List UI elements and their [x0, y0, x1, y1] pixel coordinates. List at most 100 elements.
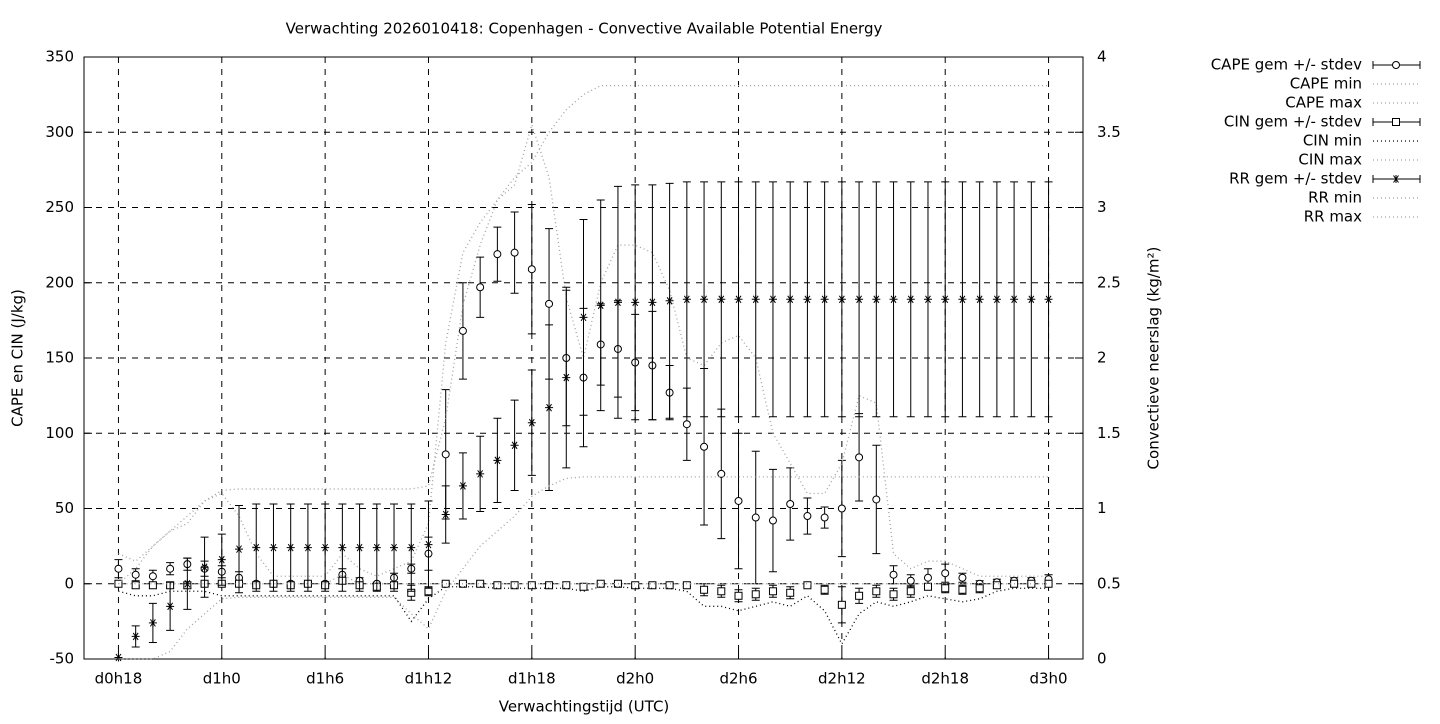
y2-tick-label: 2 — [1097, 349, 1107, 367]
legend-label: CAPE gem +/- stdev — [1211, 56, 1362, 74]
marker — [717, 469, 726, 478]
marker — [114, 653, 123, 662]
y2-tick-label: 0.5 — [1097, 574, 1121, 592]
y2-tick-label: 4 — [1097, 48, 1107, 66]
marker — [441, 510, 450, 519]
marker — [906, 587, 915, 596]
marker — [734, 591, 743, 600]
plot-frame — [83, 56, 1084, 660]
marker — [493, 456, 502, 465]
marker — [855, 453, 864, 462]
marker — [148, 618, 157, 627]
legend-label: RR min — [1308, 189, 1362, 207]
x-tick-label: d1h6 — [306, 670, 344, 688]
marker — [872, 495, 881, 504]
marker — [717, 295, 726, 304]
y-tick-label: 300 — [45, 123, 74, 141]
y-tick-label: 200 — [45, 273, 74, 291]
marker — [700, 295, 709, 304]
marker — [837, 504, 846, 513]
y-tick-label: 150 — [45, 349, 74, 367]
marker — [527, 418, 536, 427]
legend-marker — [1392, 118, 1400, 126]
marker — [579, 313, 588, 322]
y-tick-label: 100 — [45, 424, 74, 442]
marker — [441, 450, 450, 459]
marker — [148, 581, 157, 590]
marker — [958, 585, 967, 594]
x-tick-label: d2h12 — [818, 670, 866, 688]
x-tick-label: d1h18 — [508, 670, 556, 688]
marker — [562, 373, 571, 382]
marker — [941, 295, 950, 304]
marker — [768, 516, 777, 525]
marker — [510, 248, 519, 257]
marker — [958, 573, 967, 582]
y-axis-label: CAPE en CIN (J/kg) — [9, 289, 27, 427]
marker — [700, 585, 709, 594]
marker — [476, 283, 485, 292]
marker — [631, 298, 640, 307]
marker — [768, 295, 777, 304]
x-tick-label: d1h0 — [203, 670, 241, 688]
marker — [786, 588, 795, 597]
y2-tick-label: 3.5 — [1097, 123, 1121, 141]
marker — [941, 569, 950, 578]
marker — [303, 543, 312, 552]
marker — [768, 587, 777, 596]
legend-label: RR gem +/- stdev — [1229, 170, 1362, 188]
marker — [820, 585, 829, 594]
marker — [872, 295, 881, 304]
legend-label: CAPE max — [1285, 94, 1362, 112]
x-tick-label: d2h18 — [921, 670, 969, 688]
x-tick-label: d1h12 — [405, 670, 453, 688]
marker — [166, 602, 175, 611]
marker — [493, 581, 502, 590]
marker — [596, 579, 605, 588]
marker — [648, 298, 657, 307]
y2-tick-label: 1.5 — [1097, 424, 1121, 442]
marker — [682, 420, 691, 429]
legend-label: CAPE min — [1290, 75, 1362, 93]
marker — [992, 295, 1001, 304]
marker — [992, 581, 1001, 590]
y2-tick-label: 0 — [1097, 650, 1107, 668]
marker — [579, 582, 588, 591]
marker — [131, 570, 140, 579]
marker — [200, 563, 209, 572]
marker — [958, 295, 967, 304]
marker — [975, 295, 984, 304]
marker — [734, 295, 743, 304]
marker — [545, 403, 554, 412]
marker — [458, 481, 467, 490]
marker — [545, 299, 554, 308]
y2-axis-label: Convectieve neerslag (kg/m²) — [1145, 247, 1163, 470]
marker — [837, 600, 846, 609]
legend-label: CIN max — [1298, 151, 1362, 169]
legend-marker — [1392, 175, 1400, 183]
marker — [751, 513, 760, 522]
marker — [975, 584, 984, 593]
y-tick-label: 250 — [45, 198, 74, 216]
marker — [855, 591, 864, 600]
marker — [923, 295, 932, 304]
line — [118, 586, 1049, 646]
marker — [923, 573, 932, 582]
marker — [321, 543, 330, 552]
marker — [682, 581, 691, 590]
marker — [527, 581, 536, 590]
marker — [131, 581, 140, 590]
line — [118, 476, 1049, 660]
marker — [820, 295, 829, 304]
x-axis-label: Verwachtingstijd (UTC) — [499, 698, 670, 716]
marker — [493, 250, 502, 259]
marker — [682, 295, 691, 304]
marker — [1027, 579, 1036, 588]
marker — [923, 582, 932, 591]
marker — [407, 543, 416, 552]
y-tick-label: 350 — [45, 48, 74, 66]
marker — [183, 579, 192, 588]
marker — [906, 295, 915, 304]
marker — [665, 296, 674, 305]
marker — [803, 581, 812, 590]
